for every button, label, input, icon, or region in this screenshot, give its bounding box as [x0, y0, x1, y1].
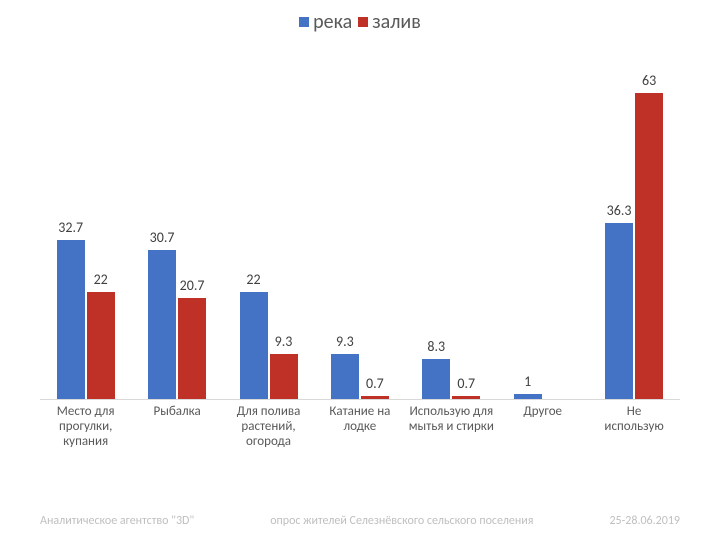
legend-swatch-0	[299, 17, 309, 27]
legend-swatch-1	[358, 17, 368, 27]
bar-group: 229.3	[240, 292, 298, 399]
legend-item-1: залив	[358, 10, 421, 34]
bar-value-label: 36.3	[607, 202, 632, 219]
bar: 63	[635, 93, 663, 399]
category-label: Для полива растений, огорода	[237, 405, 301, 450]
bar: 20.7	[178, 298, 206, 399]
footer: Аналитическое агентство "3D" опрос жител…	[0, 514, 720, 528]
legend: река залив	[0, 0, 720, 34]
category-label: Не использую	[604, 405, 663, 435]
footer-center: опрос жителей Селезнёвского сельского по…	[270, 514, 533, 528]
bar: 9.3	[270, 354, 298, 399]
bar: 36.3	[605, 223, 633, 399]
category-label: Использую для мытья и стирки	[409, 405, 494, 435]
bar-value-label: 22	[246, 271, 260, 288]
bar-group: 8.30.7	[422, 359, 480, 399]
bar-value-label: 0.7	[366, 375, 384, 392]
bar: 30.7	[148, 250, 176, 399]
category-label: Другое	[523, 405, 562, 420]
footer-left: Аналитическое агентство "3D"	[40, 514, 194, 528]
bar-value-label: 30.7	[150, 229, 175, 246]
bar-group: 36.363	[605, 93, 663, 399]
bar-value-label: 20.7	[180, 277, 205, 294]
bar-value-label: 1	[524, 373, 531, 390]
bar-value-label: 63	[642, 72, 656, 89]
category-labels-row: Место для прогулки, купания Рыбалка Для по…	[40, 405, 680, 465]
bar: 9.3	[331, 354, 359, 399]
category-label: Катание на лодке	[329, 405, 390, 435]
bar-group: 32.722	[57, 240, 115, 399]
bar-value-label: 0.7	[457, 375, 475, 392]
bar-value-label: 22	[94, 271, 108, 288]
legend-label-0: река	[313, 10, 352, 34]
chart-plot-area: 32.72230.720.7229.39.30.78.30.7136.363	[40, 60, 680, 400]
bar: 0.7	[452, 396, 480, 399]
bar: 22	[240, 292, 268, 399]
category-label: Рыбалка	[153, 405, 200, 420]
bar: 1	[514, 394, 542, 399]
bar-value-label: 32.7	[58, 219, 83, 236]
bar: 0.7	[361, 396, 389, 399]
bar-group: 30.720.7	[148, 250, 206, 399]
bar: 32.7	[57, 240, 85, 399]
bar: 8.3	[422, 359, 450, 399]
footer-right: 25-28.06.2019	[609, 514, 680, 528]
bar-value-label: 9.3	[336, 333, 354, 350]
legend-item-0: река	[299, 10, 352, 34]
legend-label-1: залив	[372, 10, 421, 34]
bar-group: 1	[514, 394, 542, 399]
bar: 22	[87, 292, 115, 399]
category-label: Место для прогулки, купания	[57, 405, 115, 450]
bar-value-label: 9.3	[275, 333, 293, 350]
bar-group: 9.30.7	[331, 354, 389, 399]
bar-value-label: 8.3	[427, 338, 445, 355]
